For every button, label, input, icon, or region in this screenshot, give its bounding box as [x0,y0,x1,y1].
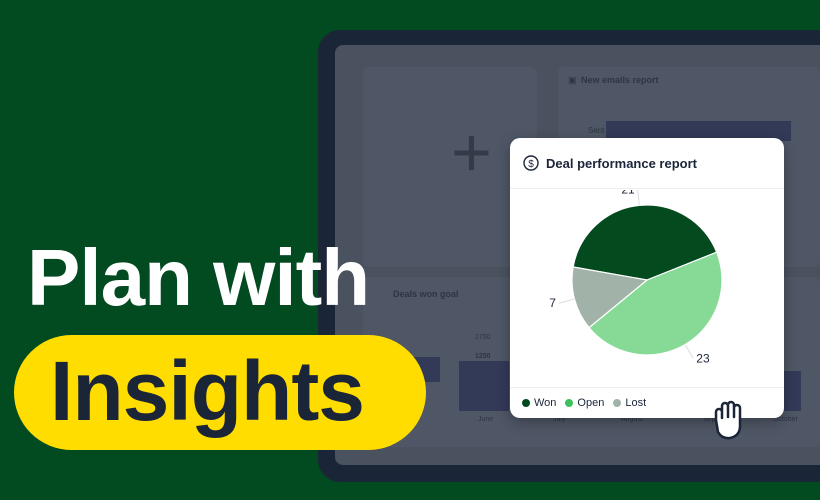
month-label: July [553,416,566,423]
data-label: 21 [621,190,635,196]
axis-label: Sent [588,126,605,135]
card-header: $ Deal performance report [510,138,784,189]
emails-card-title: New emails report [581,75,659,85]
bg-bar [606,121,791,141]
legend: Won Open Lost [510,387,784,418]
label-leader [684,344,694,359]
pie-chart: 21 23 7 [549,190,723,365]
pie-slice-won[interactable] [572,204,718,281]
pie-slice-lost[interactable] [571,266,649,329]
bg-bar [459,361,509,411]
data-label: 23 [696,351,710,365]
label-leader [637,190,640,206]
deals-card-title: Deals won goal [393,289,459,299]
dollar-circle-icon: $ [523,155,539,171]
legend-item-lost[interactable]: Lost [613,397,646,409]
deal-performance-card[interactable]: $ Deal performance report 21 23 7 Won Open… [510,138,784,418]
calendar-icon: ▣ [568,75,577,85]
headline-line2: Insights [50,344,365,438]
month-label: August [621,416,643,423]
data-label: 7 [549,296,556,310]
bar-value: 1250 [475,353,491,360]
add-report-card: + [363,67,537,267]
label-leader [558,298,575,304]
month-label: October [773,416,798,423]
goal-value: 1750 [475,334,491,341]
plus-icon: + [451,113,492,191]
card-title: Deal performance report [546,155,697,171]
legend-item-won[interactable]: Won [522,397,556,409]
headline-line1: Plan with [27,233,370,322]
svg-text:$: $ [528,159,534,170]
headline-pill: Insights [14,335,426,450]
legend-item-open[interactable]: Open [565,397,604,409]
hand-pointer-icon [714,400,742,440]
month-label: June [478,416,494,423]
